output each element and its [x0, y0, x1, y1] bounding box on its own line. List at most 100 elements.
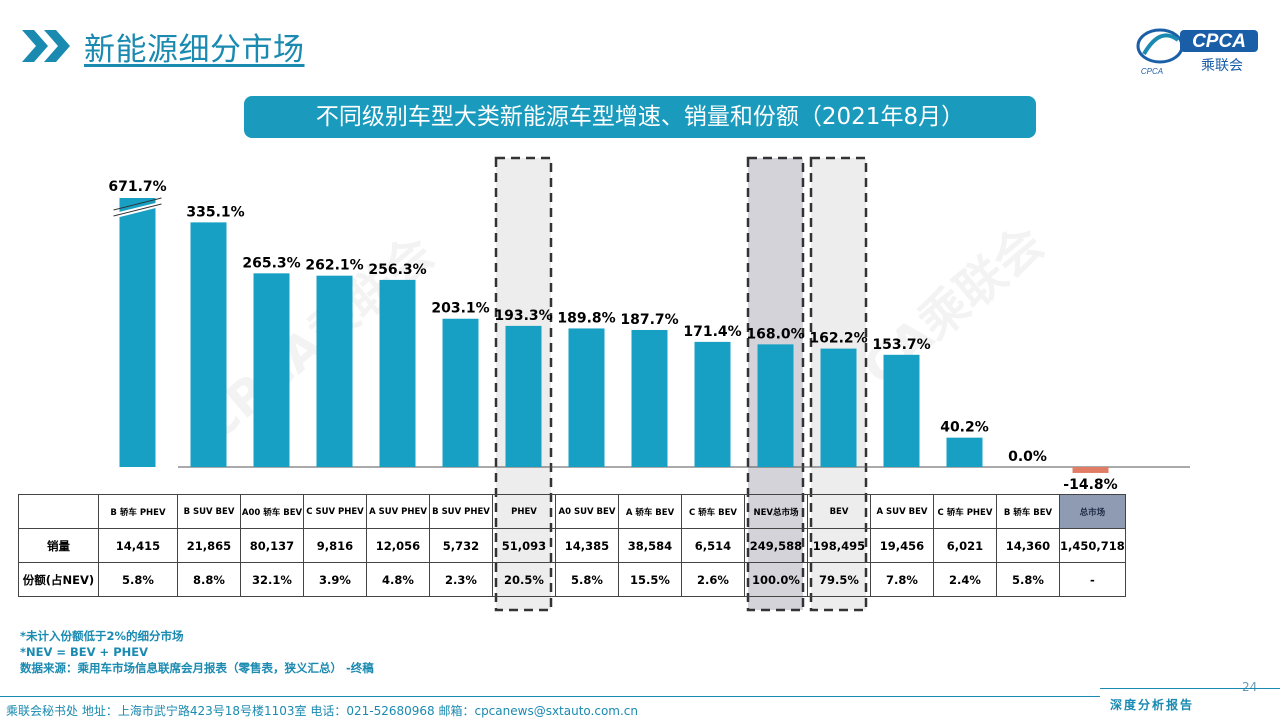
bar: [379, 279, 416, 467]
table-cell: 9,816: [303, 528, 367, 563]
bar: [119, 198, 156, 467]
table-cell: 2.3%: [429, 562, 493, 597]
column-header: A 轿车 BEV: [618, 494, 682, 529]
table-cell: 6,021: [933, 528, 997, 563]
footnotes: *未计入份额低于2%的细分市场 *NEV = BEV + PHEV 数据来源：乘…: [20, 628, 374, 676]
data-label: 671.7%: [108, 179, 166, 195]
bar: [568, 328, 605, 467]
table-cell: 3.9%: [303, 562, 367, 597]
bar: [1072, 467, 1109, 473]
table-cell: 100.0%: [744, 562, 808, 597]
axis-break-mark: [113, 197, 162, 211]
bar: [316, 275, 353, 467]
table-corner-cell: [18, 494, 99, 529]
report-label: 深度分析报告: [1110, 698, 1195, 712]
bar: [442, 318, 479, 467]
column-header: BEV: [807, 494, 871, 529]
table-cell: 19,456: [870, 528, 934, 563]
table-cell: 80,137: [240, 528, 304, 563]
bar: [820, 348, 857, 467]
table-cell: 2.6%: [681, 562, 745, 597]
table-cell: 5.8%: [996, 562, 1060, 597]
data-label: 203.1%: [431, 301, 489, 317]
column-header: A00 轿车 BEV: [240, 494, 304, 529]
column-header: C 轿车 PHEV: [933, 494, 997, 529]
data-table: B 轿车 PHEV B SUV BEV A00 轿车 BEV C SUV PHEV A …: [18, 494, 1126, 597]
column-header: B SUV BEV: [177, 494, 241, 529]
data-label: 265.3%: [242, 255, 300, 271]
table-cell: 12,056: [366, 528, 430, 563]
chevron-icon: [22, 30, 70, 62]
footer-contact: 乘联会秘书处 地址：上海市武宁路423号18号楼1103室 电话：021-526…: [6, 704, 639, 718]
data-label: 189.8%: [557, 310, 615, 326]
data-label: 262.1%: [305, 258, 363, 274]
table-cell: 32.1%: [240, 562, 304, 597]
divider: [0, 696, 1100, 697]
table-cell: 198,495: [807, 528, 871, 563]
column-header: A SUV PHEV: [366, 494, 430, 529]
column-header: B 轿车 BEV: [996, 494, 1060, 529]
table-header-row: B 轿车 PHEV B SUV BEV A00 轿车 BEV C SUV PHEV A …: [18, 494, 1126, 529]
table-cell: 20.5%: [492, 562, 556, 597]
page-title: 新能源细分市场: [84, 32, 305, 68]
data-label: 335.1%: [186, 204, 244, 220]
bar: [631, 329, 668, 467]
bar: [190, 222, 227, 467]
data-label: 162.2%: [809, 331, 867, 347]
column-header: B 轿车 PHEV: [98, 494, 178, 529]
svg-text:CPCA: CPCA: [1192, 31, 1246, 52]
table-cell: 5,732: [429, 528, 493, 563]
note: *NEV = BEV + PHEV: [20, 645, 149, 659]
table-cell: 21,865: [177, 528, 241, 563]
table-cell: 14,360: [996, 528, 1060, 563]
table-cell: 14,415: [98, 528, 178, 563]
chart-banner: 不同级别车型大类新能源车型增速、销量和份额（2021年8月）: [244, 96, 1036, 138]
bar: [505, 325, 542, 467]
bar: [694, 341, 731, 467]
column-header: A SUV BEV: [870, 494, 934, 529]
table-cell: 2.4%: [933, 562, 997, 597]
column-header: 总市场: [1059, 494, 1126, 529]
column-header: PHEV: [492, 494, 556, 529]
column-header: C 轿车 BEV: [681, 494, 745, 529]
table-cell: 38,584: [618, 528, 682, 563]
divider: [1100, 688, 1280, 689]
data-label: 0.0%: [1008, 449, 1047, 465]
svg-text:CPCA: CPCA: [1141, 67, 1163, 76]
column-header: A0 SUV BEV: [555, 494, 619, 529]
table-row: 份额(占NEV) 5.8% 8.8% 32.1% 3.9% 4.8% 2.3% 20.5% 5.…: [18, 562, 1126, 597]
data-label: 40.2%: [940, 420, 989, 436]
bar: [883, 354, 920, 467]
table-cell: 8.8%: [177, 562, 241, 597]
table-cell: 5.8%: [98, 562, 178, 597]
row-label: 销量: [18, 528, 99, 563]
table-cell: 249,588: [744, 528, 808, 563]
table-cell: 15.5%: [618, 562, 682, 597]
table-cell: 51,093: [492, 528, 556, 563]
svg-text:乘联会: 乘联会: [1201, 58, 1243, 74]
table-cell: 79.5%: [807, 562, 871, 597]
table-row: 销量 14,415 21,865 80,137 9,816 12,056 5,732 51,0…: [18, 528, 1126, 563]
cpca-logo: CPCA 乘联会 CPCA: [1136, 28, 1258, 76]
data-label: 256.3%: [368, 262, 426, 278]
column-header: C SUV PHEV: [303, 494, 367, 529]
column-header: B SUV PHEV: [429, 494, 493, 529]
table-cell: 1,450,718: [1059, 528, 1126, 563]
row-label: 份额(占NEV): [18, 562, 99, 597]
bar: [253, 273, 290, 467]
table-cell: 4.8%: [366, 562, 430, 597]
note: *未计入份额低于2%的细分市场: [20, 629, 184, 643]
bar: [757, 344, 794, 467]
table-cell: 14,385: [555, 528, 619, 563]
data-label: 193.3%: [494, 308, 552, 324]
data-label: 168.0%: [746, 326, 804, 342]
page-number: 24: [1242, 680, 1258, 694]
data-label: -14.8%: [1063, 477, 1117, 493]
data-label: 171.4%: [683, 324, 741, 340]
table-cell: 5.8%: [555, 562, 619, 597]
axis-break-mark: [113, 203, 162, 217]
table-cell: 7.8%: [870, 562, 934, 597]
column-header: NEV总市场: [744, 494, 808, 529]
bar: [946, 437, 983, 467]
data-label: 187.7%: [620, 312, 678, 328]
